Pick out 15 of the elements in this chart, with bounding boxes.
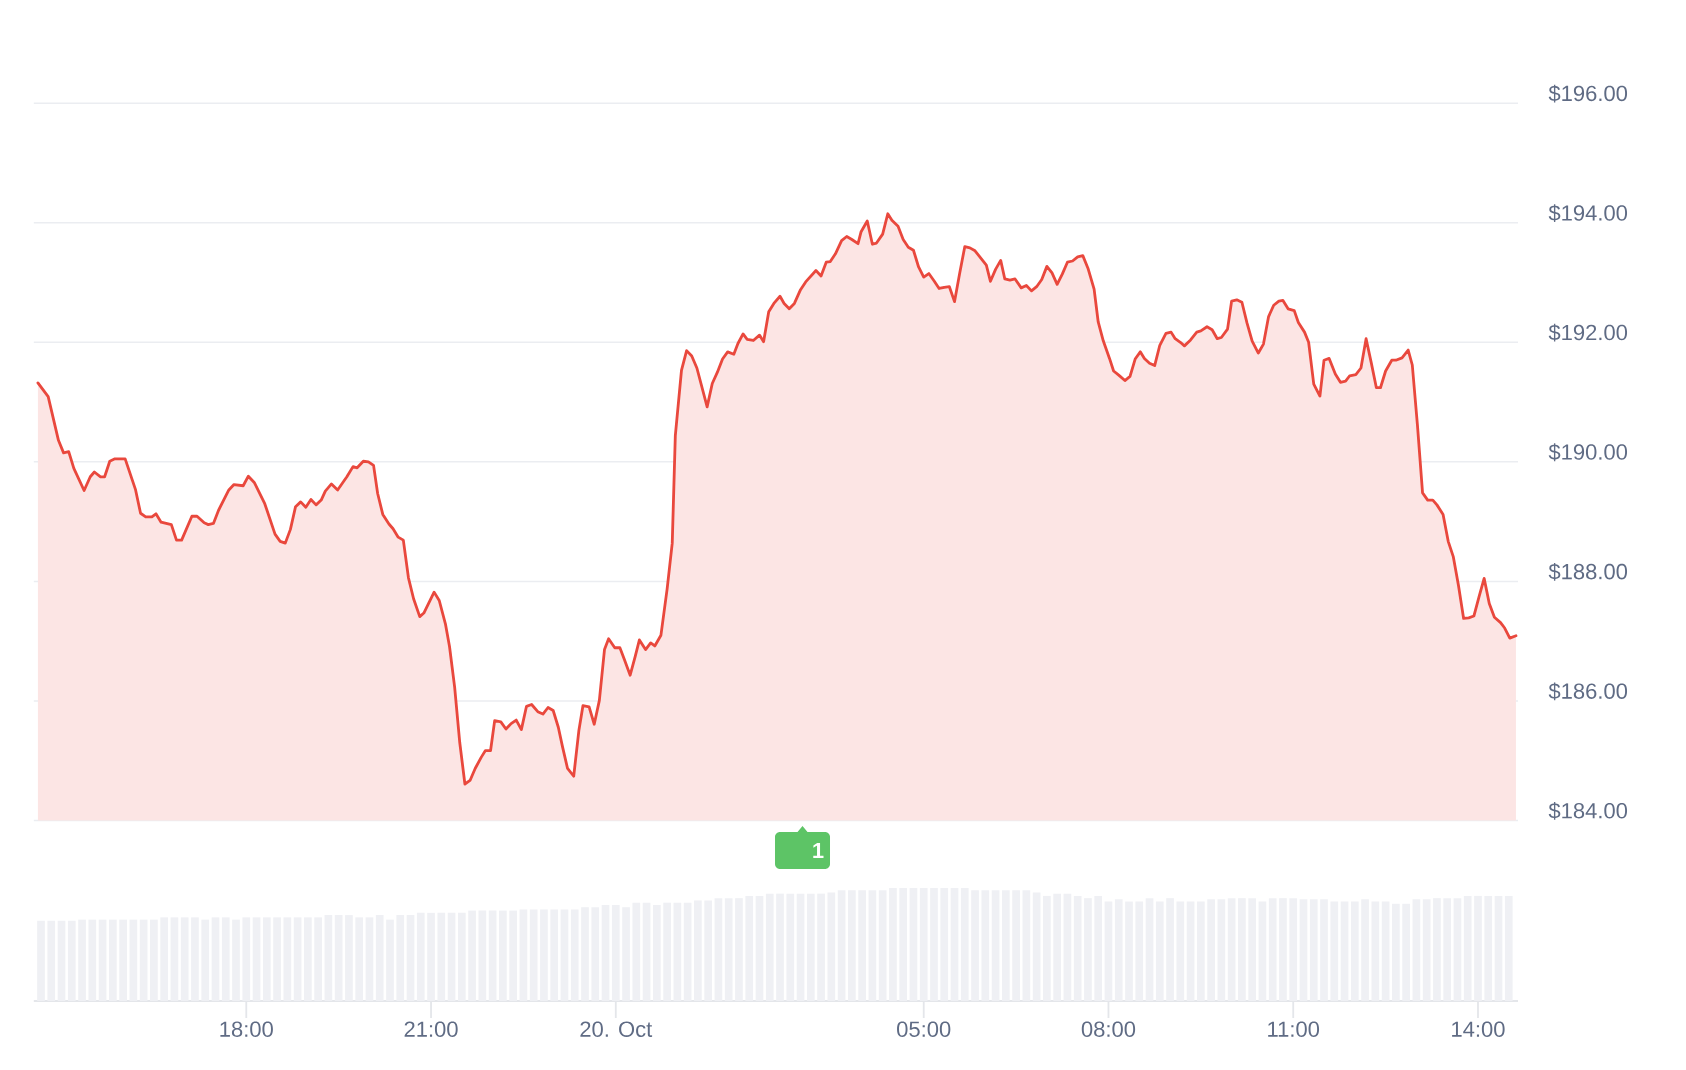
y-tick-label: $192.00: [1548, 323, 1628, 342]
x-tick-label: 14:00: [1452, 1021, 1505, 1037]
x-tick-label: 05:00: [897, 1021, 951, 1037]
x-tick-label: 18:00: [220, 1021, 273, 1037]
x-tick-label: 08:00: [1081, 1021, 1136, 1037]
text: 1: [813, 842, 824, 859]
y-tick-label: $194.00: [1548, 204, 1628, 223]
y-tick-label: $196.00: [1548, 84, 1628, 103]
y-tick-label: $190.00: [1548, 443, 1628, 462]
y-tick-label: $188.00: [1548, 562, 1628, 581]
y-tick-label: $184.00: [1548, 801, 1628, 820]
x-tick-label: 20. Oct: [580, 1021, 653, 1037]
y-tick-label: $186.00: [1548, 682, 1628, 701]
x-tick-label: 21:00: [404, 1021, 458, 1037]
x-tick-label: 11:00: [1268, 1021, 1320, 1037]
